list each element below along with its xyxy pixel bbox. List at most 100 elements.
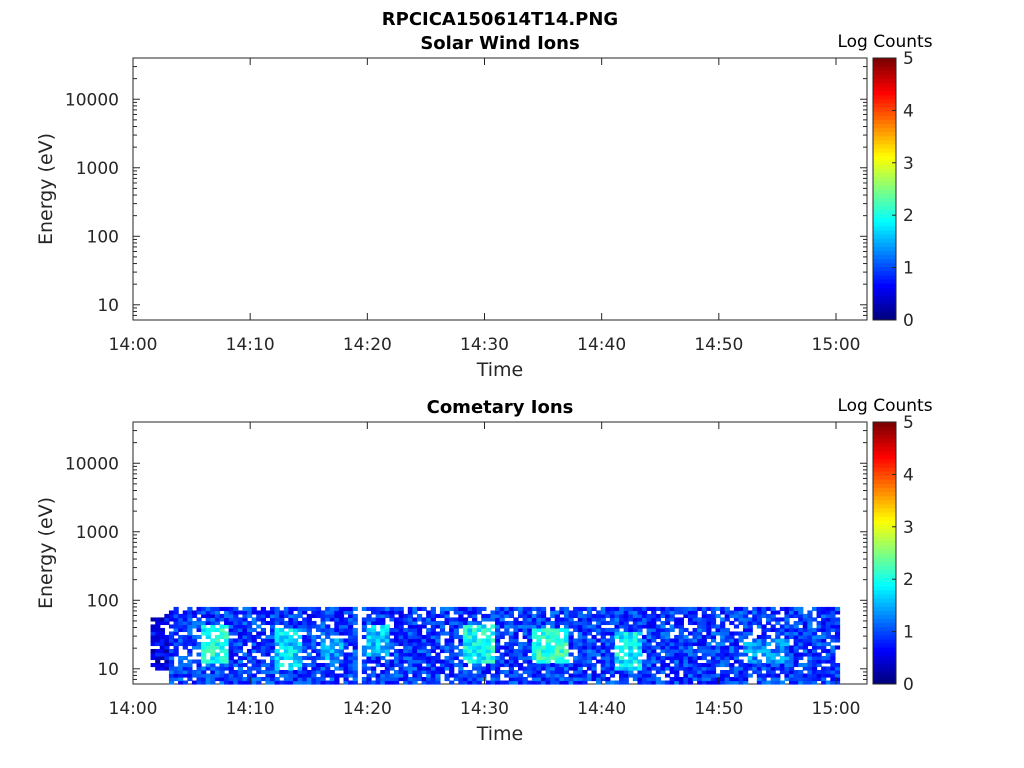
heatmap-cell (499, 655, 505, 661)
heatmap-cell (531, 620, 537, 626)
heatmap-cell (375, 673, 381, 678)
heatmap-cell (237, 659, 244, 664)
heatmap-cell (412, 662, 418, 668)
heatmap-cell (678, 641, 684, 647)
colorbar-segment (873, 557, 896, 562)
heatmap-cell (462, 610, 469, 615)
heatmap-cell (747, 655, 753, 661)
heatmap-cell (325, 680, 331, 685)
heatmap-cell (632, 617, 639, 622)
cometary-x-ticks: 14:00 14:10 14:20 14:30 14:40 14:50 15:00 (109, 422, 861, 719)
heatmap-cell (288, 680, 294, 685)
heatmap-cell (288, 669, 294, 675)
heatmap-cell (311, 666, 317, 671)
heatmap-cell (504, 631, 510, 636)
heatmap-cell (554, 666, 560, 671)
heatmap-cell (577, 627, 583, 633)
heatmap-cell (219, 669, 225, 675)
heatmap-cell (720, 631, 726, 636)
heatmap-cell (380, 662, 386, 668)
heatmap-cell (724, 676, 730, 682)
heatmap-cell (403, 631, 409, 636)
heatmap-cell (366, 673, 372, 678)
heatmap-cell (743, 631, 749, 636)
heatmap-cell (697, 673, 703, 678)
heatmap-cell (724, 645, 730, 650)
heatmap-cell (779, 617, 785, 622)
heatmap-cell (472, 673, 478, 678)
heatmap-cell (288, 634, 294, 640)
heatmap-cell (329, 617, 335, 622)
heatmap-cell (761, 631, 767, 636)
heatmap-cell (274, 652, 280, 657)
heatmap-cell (453, 610, 459, 615)
heatmap-cell (756, 641, 763, 647)
heatmap-cell (545, 620, 551, 626)
heatmap-cell (338, 666, 345, 671)
heatmap-cell (398, 634, 404, 640)
heatmap-cell (591, 641, 597, 647)
heatmap-cell (596, 652, 602, 657)
heatmap-cell (609, 666, 616, 671)
heatmap-cell (563, 669, 570, 675)
heatmap-cell (279, 638, 285, 643)
heatmap-cell (733, 673, 740, 678)
heatmap-cell (412, 641, 418, 647)
solar-wind-ylabel: Energy (eV) (35, 133, 57, 245)
heatmap-cell (224, 631, 230, 636)
heatmap-cell (568, 652, 574, 657)
heatmap-cell (724, 631, 730, 636)
heatmap-cell (421, 624, 427, 629)
heatmap-cell (490, 655, 496, 661)
heatmap-cell (178, 676, 184, 682)
heatmap-cell (701, 627, 707, 633)
heatmap-cell (720, 627, 726, 633)
heatmap-cell (802, 631, 808, 636)
heatmap-cell (807, 652, 813, 657)
heatmap-cell (664, 652, 671, 657)
heatmap-cell (660, 627, 666, 633)
heatmap-cell (265, 648, 271, 654)
heatmap-cell (683, 606, 689, 612)
heatmap-cell (490, 648, 496, 654)
heatmap-cell (802, 634, 808, 640)
heatmap-cell (706, 631, 712, 636)
heatmap-cell (563, 652, 570, 657)
colorbar-segment (873, 274, 896, 280)
heatmap-cell (168, 617, 175, 622)
heatmap-cell (701, 610, 707, 615)
heatmap-cell (811, 655, 818, 661)
heatmap-cell (150, 627, 156, 633)
heatmap-cell (646, 631, 652, 636)
heatmap-cell (430, 676, 436, 682)
heatmap-cell (233, 610, 239, 615)
heatmap-cell (807, 648, 813, 654)
heatmap-cell (343, 669, 349, 675)
heatmap-cell (338, 617, 345, 622)
heatmap-cell (315, 666, 322, 671)
heatmap-cell (540, 645, 547, 650)
heatmap-cell (724, 662, 730, 668)
heatmap-cell (467, 648, 473, 654)
heatmap-cell (788, 645, 795, 650)
heatmap-cell (807, 666, 813, 671)
heatmap-cell (371, 634, 377, 640)
heatmap-cell (320, 652, 326, 657)
heatmap-cell (283, 624, 289, 629)
heatmap-cell (444, 666, 450, 671)
heatmap-cell (435, 680, 441, 685)
heatmap-cell (439, 631, 446, 636)
heatmap-cell (279, 652, 285, 657)
heatmap-cell (449, 655, 455, 661)
heatmap-cell (504, 680, 510, 685)
heatmap-cell (573, 666, 579, 671)
heatmap-cell (550, 673, 556, 678)
heatmap-cell (288, 638, 294, 643)
heatmap-cell (527, 666, 533, 671)
heatmap-cell (784, 669, 790, 675)
x-tick-label: 14:20 (343, 335, 392, 355)
heatmap-cell (274, 648, 280, 654)
heatmap-cell (664, 606, 671, 612)
heatmap-cell (642, 673, 648, 678)
heatmap-cell (485, 680, 492, 685)
